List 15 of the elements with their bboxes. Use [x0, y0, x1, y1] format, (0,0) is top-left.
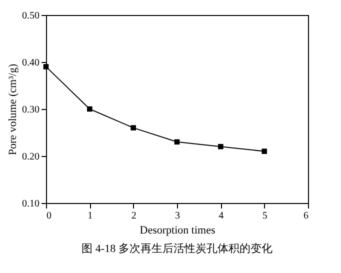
x-tick-label: 3 — [175, 210, 180, 222]
x-tick-label: 4 — [218, 210, 224, 222]
y-tick-label: 0.40 — [22, 58, 40, 68]
y-tick-label: 0.30 — [22, 104, 40, 116]
x-tick-label: 1 — [88, 210, 93, 222]
caption: 图 4-18 多次再生后活性炭孔体积的变化 — [82, 242, 272, 255]
x-tick-label: 5 — [262, 210, 268, 222]
x-tick-label: 6 — [304, 210, 308, 222]
y-tick-label: 0.20 — [22, 152, 40, 162]
x-tick-label: 2 — [131, 210, 136, 222]
y-tick-label: 0.50 — [22, 10, 40, 22]
y-tick-label: 0.10 — [22, 198, 40, 210]
x-axis-title: Desorption times — [140, 224, 216, 236]
x-tick-label: 0 — [46, 210, 52, 222]
y-axis-title: Pore volume (cm³/g) — [7, 64, 19, 156]
